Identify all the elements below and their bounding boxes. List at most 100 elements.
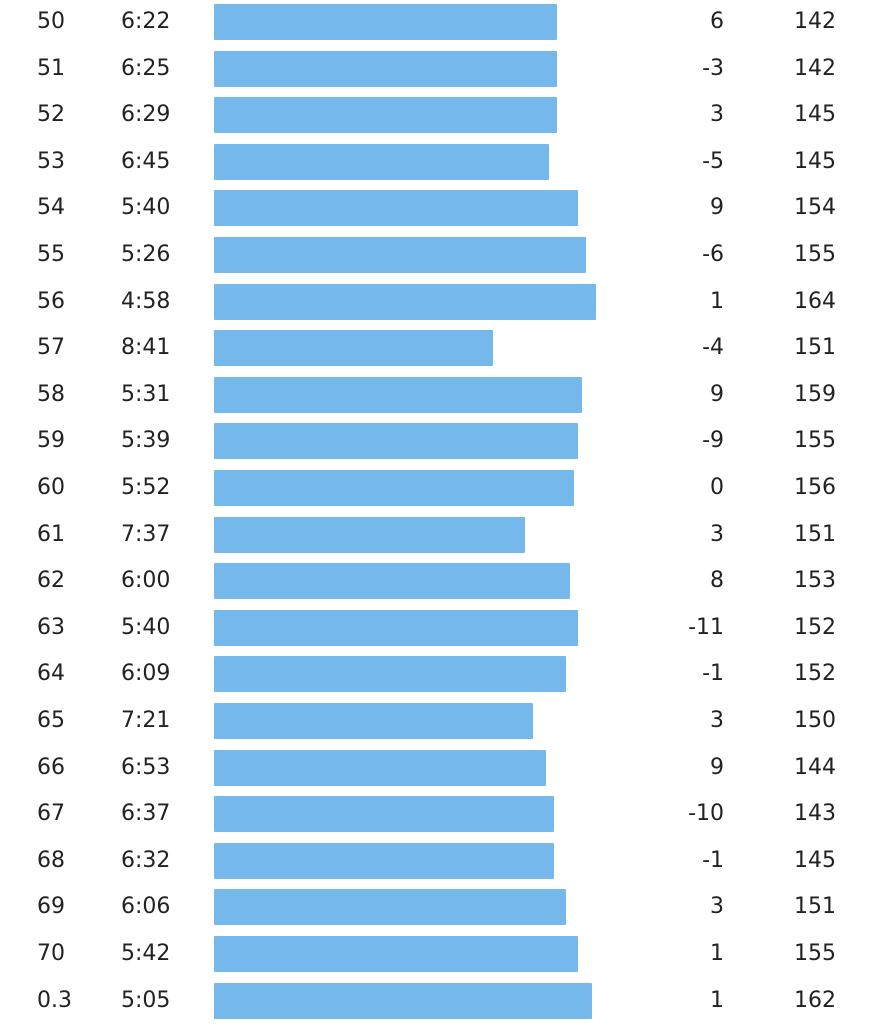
split-row: 58 5:31 9 159 — [0, 373, 874, 420]
split-km-label: 60 — [37, 475, 65, 500]
split-row: 61 7:37 3 151 — [0, 513, 874, 560]
split-elevation-value: -10 — [688, 801, 724, 827]
pace-bar — [214, 609, 578, 646]
split-heart-rate-value: 150 — [794, 708, 836, 733]
split-row: 0.3 5:05 1 162 — [0, 979, 874, 1025]
split-pace-value: 7:37 — [121, 521, 171, 547]
split-row: 54 5:40 9 154 — [0, 186, 874, 233]
split-row: 57 8:41 -4 151 — [0, 326, 874, 373]
split-row: 52 6:29 3 145 — [0, 93, 874, 140]
split-heart-rate-value: 151 — [794, 521, 836, 547]
split-row: 56 4:58 1 164 — [0, 280, 874, 327]
split-km-label: 56 — [37, 288, 65, 314]
split-row: 68 6:32 -1 145 — [0, 839, 874, 886]
split-row: 53 6:45 -5 145 — [0, 140, 874, 187]
split-heart-rate-value: 142 — [794, 9, 836, 34]
pace-bar — [214, 516, 525, 553]
split-heart-rate-value: 145 — [794, 148, 836, 174]
split-km-label: 64 — [37, 661, 65, 687]
split-elevation-value: 1 — [710, 288, 724, 314]
split-km-label: 69 — [37, 894, 65, 920]
split-elevation-value: -9 — [702, 428, 724, 454]
split-heart-rate-value: 156 — [794, 475, 836, 500]
split-pace-value: 6:22 — [121, 9, 171, 34]
pace-bar — [214, 656, 566, 693]
split-heart-rate-value: 153 — [794, 568, 836, 594]
pace-bar — [214, 889, 566, 926]
split-row: 59 5:39 -9 155 — [0, 419, 874, 466]
split-row: 69 6:06 3 151 — [0, 885, 874, 932]
split-pace-value: 6:37 — [121, 801, 171, 827]
split-elevation-value: 9 — [710, 195, 724, 221]
split-elevation-value: 1 — [710, 987, 724, 1013]
split-km-label: 53 — [37, 148, 65, 174]
split-km-label: 51 — [37, 55, 65, 81]
split-km-label: 67 — [37, 801, 65, 827]
pace-bar — [214, 842, 554, 879]
pace-bar — [214, 143, 549, 180]
split-pace-value: 6:00 — [121, 568, 171, 594]
split-elevation-value: -4 — [702, 335, 724, 361]
split-elevation-value: 6 — [710, 9, 724, 34]
split-km-label: 54 — [37, 195, 65, 221]
pace-bar — [214, 376, 582, 413]
pace-bar — [214, 749, 546, 786]
split-heart-rate-value: 159 — [794, 381, 836, 407]
split-heart-rate-value: 162 — [794, 987, 836, 1013]
split-row: 60 5:52 0 156 — [0, 466, 874, 513]
split-km-label: 59 — [37, 428, 65, 454]
split-pace-value: 5:31 — [121, 381, 171, 407]
split-heart-rate-value: 142 — [794, 55, 836, 81]
split-row: 63 5:40 -11 152 — [0, 606, 874, 653]
pace-bar — [214, 563, 570, 600]
split-row: 50 6:22 6 142 — [0, 0, 874, 47]
split-heart-rate-value: 144 — [794, 754, 836, 780]
split-km-label: 0.3 — [37, 987, 72, 1013]
split-elevation-value: -11 — [688, 614, 724, 640]
split-km-label: 65 — [37, 708, 65, 733]
split-heart-rate-value: 155 — [794, 428, 836, 454]
split-elevation-value: 9 — [710, 754, 724, 780]
split-elevation-value: -3 — [702, 55, 724, 81]
split-pace-value: 6:53 — [121, 754, 171, 780]
split-pace-value: 5:52 — [121, 475, 171, 500]
pace-bar — [214, 190, 578, 227]
split-heart-rate-value: 155 — [794, 941, 836, 966]
split-row: 67 6:37 -10 143 — [0, 792, 874, 839]
split-pace-value: 6:45 — [121, 148, 171, 174]
split-km-label: 70 — [37, 941, 65, 966]
split-pace-value: 5:26 — [121, 242, 171, 267]
pace-bar — [214, 330, 493, 367]
split-pace-value: 5:40 — [121, 614, 171, 640]
split-km-label: 68 — [37, 847, 65, 873]
split-elevation-value: 3 — [710, 102, 724, 128]
split-pace-value: 5:40 — [121, 195, 171, 221]
split-pace-value: 5:42 — [121, 941, 171, 966]
split-km-label: 52 — [37, 102, 65, 128]
pace-bar — [214, 470, 574, 506]
split-row: 66 6:53 9 144 — [0, 746, 874, 793]
split-km-label: 58 — [37, 381, 65, 407]
split-km-label: 55 — [37, 242, 65, 267]
split-elevation-value: 3 — [710, 708, 724, 733]
split-km-label: 66 — [37, 754, 65, 780]
split-row: 64 6:09 -1 152 — [0, 652, 874, 699]
pace-bar — [214, 423, 578, 460]
pace-bar — [214, 982, 592, 1019]
split-km-label: 50 — [37, 9, 65, 34]
split-elevation-value: 3 — [710, 521, 724, 547]
split-heart-rate-value: 151 — [794, 894, 836, 920]
split-row: 65 7:21 3 150 — [0, 699, 874, 746]
split-pace-value: 6:09 — [121, 661, 171, 687]
split-heart-rate-value: 155 — [794, 242, 836, 267]
split-heart-rate-value: 152 — [794, 661, 836, 687]
split-km-label: 62 — [37, 568, 65, 594]
pace-bar — [214, 796, 554, 833]
split-elevation-value: 3 — [710, 894, 724, 920]
split-pace-value: 6:32 — [121, 847, 171, 873]
pace-bar — [214, 237, 586, 273]
split-pace-value: 6:06 — [121, 894, 171, 920]
split-pace-value: 8:41 — [121, 335, 171, 361]
split-row: 62 6:00 8 153 — [0, 559, 874, 606]
